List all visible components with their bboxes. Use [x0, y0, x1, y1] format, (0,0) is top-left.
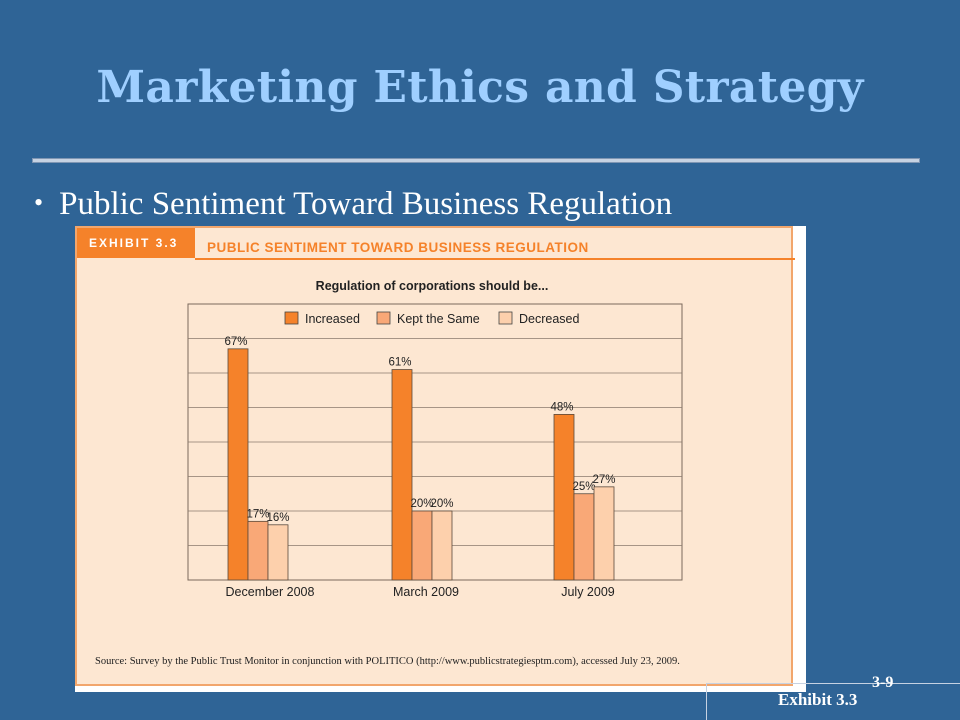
bar: [247, 520, 269, 581]
exhibit-tab: EXHIBIT 3.3: [77, 228, 195, 258]
category-label: July 2009: [561, 585, 615, 599]
exhibit-title: PUBLIC SENTIMENT TOWARD BUSINESS REGULAT…: [207, 240, 589, 255]
data-label: 20%: [410, 498, 433, 510]
data-label: 67%: [224, 336, 247, 348]
bar: [267, 524, 289, 581]
corner-rule-horizontal: [706, 683, 960, 684]
category-label: March 2009: [393, 585, 459, 599]
source-note: Source: Survey by the Public Trust Monit…: [95, 656, 680, 667]
bar: [431, 510, 453, 581]
legend-swatch: [498, 311, 513, 325]
data-label: 20%: [430, 498, 453, 510]
data-label: 61%: [388, 357, 411, 369]
category-label: December 2008: [226, 585, 315, 599]
bar: [573, 493, 595, 581]
bar-chart: Regulation of corporations should be... I…: [187, 279, 683, 599]
bar: [553, 413, 575, 581]
legend-swatch: [376, 311, 391, 325]
bar: [391, 369, 413, 581]
exhibit-title-rule: [195, 258, 795, 260]
bullet-text: Public Sentiment Toward Business Regulat…: [59, 186, 673, 222]
exhibit-label: Exhibit 3.3: [778, 690, 858, 709]
legend-label: Kept the Same: [397, 312, 480, 326]
exhibit-panel: EXHIBIT 3.3 PUBLIC SENTIMENT TOWARD BUSI…: [75, 226, 795, 686]
chart-title: Regulation of corporations should be...: [316, 279, 549, 293]
legend-label: Increased: [305, 312, 360, 326]
bar: [593, 486, 615, 581]
data-label: 48%: [550, 401, 573, 413]
corner-rule-vertical: [706, 683, 707, 720]
legend-swatch: [284, 311, 299, 325]
slide-title: Marketing Ethics and Strategy: [96, 62, 864, 113]
data-label: 25%: [572, 481, 595, 493]
title-divider: [32, 158, 920, 163]
legend-label: Decreased: [519, 312, 579, 326]
bar: [411, 510, 433, 581]
data-label: 16%: [266, 512, 289, 524]
data-label: 27%: [592, 474, 615, 486]
exhibit-figure: EXHIBIT 3.3 PUBLIC SENTIMENT TOWARD BUSI…: [75, 226, 806, 692]
data-label: 17%: [246, 508, 269, 520]
bullet-dot-icon: •: [34, 188, 44, 217]
slide-number: 3-9: [872, 674, 894, 691]
bar: [227, 348, 249, 581]
bullet-item: • Public Sentiment Toward Business Regula…: [34, 186, 672, 223]
